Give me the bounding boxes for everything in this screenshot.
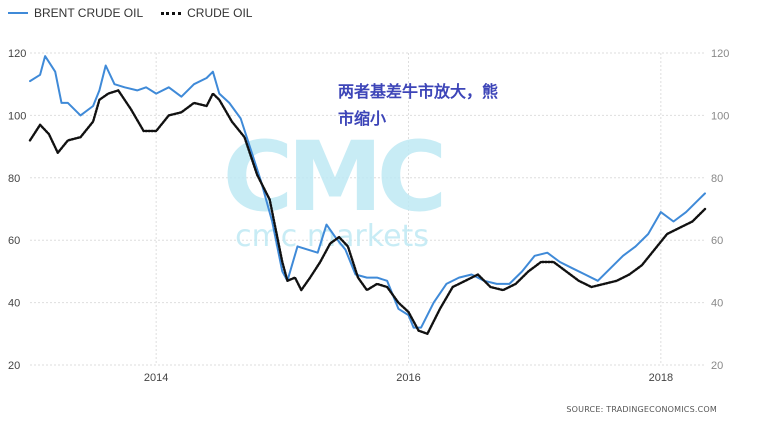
y-axis-right: 20 40 60 80 100 120 (711, 48, 729, 372)
y-tick-label-right-120: 120 (711, 48, 729, 60)
legend-swatch-brent (8, 12, 28, 14)
chart-annotation: 两者基差牛市放大，熊 市缩小 (338, 78, 528, 132)
legend: BRENT CRUDE OIL CRUDE OIL (8, 6, 270, 20)
legend-label-brent: BRENT CRUDE OIL (34, 6, 144, 20)
grid-lines (30, 52, 705, 366)
y-tick-label-right-20: 20 (711, 360, 723, 372)
y-tick-label-left-80: 80 (8, 173, 20, 185)
watermark-logo: CMC (223, 121, 442, 233)
y-tick-label-right-60: 60 (711, 235, 723, 247)
y-tick-label-left-100: 100 (8, 110, 26, 122)
legend-item-brent[interactable]: BRENT CRUDE OIL (8, 6, 143, 20)
x-tick-label-2014: 2014 (144, 372, 168, 384)
y-tick-label-left-20: 20 (8, 360, 20, 372)
x-axis: 2014 2016 2018 (144, 372, 673, 384)
annotation-line-1: 两者基差牛市放大，熊 (338, 82, 499, 101)
y-tick-label-right-100: 100 (711, 110, 729, 122)
y-axis-left: 20 40 60 80 100 120 (8, 48, 26, 372)
y-tick-label-right-40: 40 (711, 298, 723, 310)
series-lines (28, 55, 707, 335)
annotation-line-2: 市缩小 (338, 109, 387, 128)
y-tick-label-left-120: 120 (8, 48, 26, 60)
series-line-crude (28, 89, 707, 335)
watermark-text: cmc markets (235, 219, 429, 254)
x-tick-label-2018: 2018 (649, 372, 673, 384)
source-credit: SOURCE: TRADINGECONOMICS.COM (566, 405, 717, 414)
legend-swatch-crude (161, 11, 182, 15)
legend-label-crude: CRUDE OIL (187, 6, 253, 20)
legend-item-crude[interactable]: CRUDE OIL (161, 6, 252, 20)
y-tick-label-left-40: 40 (8, 298, 20, 310)
y-tick-label-right-80: 80 (711, 173, 723, 185)
x-tick-label-2016: 2016 (396, 372, 420, 384)
series-line-brent (29, 55, 706, 329)
y-tick-label-left-60: 60 (8, 235, 20, 247)
